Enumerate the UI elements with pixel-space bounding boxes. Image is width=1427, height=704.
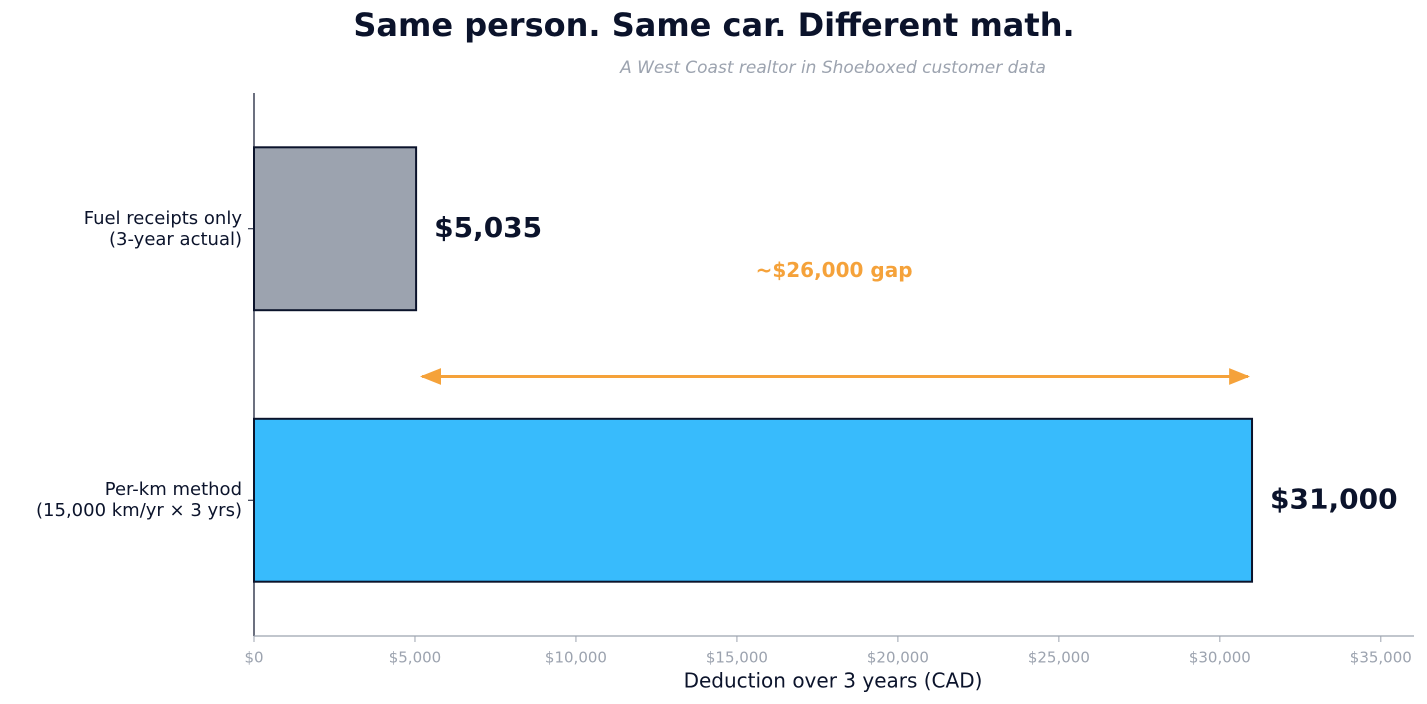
- x-tick-label: $15,000: [706, 649, 768, 667]
- chart-title: Same person. Same car. Different math.: [353, 6, 1074, 44]
- bar: [253, 417, 1254, 583]
- x-tick-label: $30,000: [1189, 649, 1251, 667]
- y-tick-label: Per-km method (15,000 km/yr × 3 yrs): [36, 479, 242, 522]
- x-tick-label: $20,000: [867, 649, 929, 667]
- x-tick-label: $35,000: [1350, 649, 1412, 667]
- x-tick-label: $0: [244, 649, 263, 667]
- chart-subtitle: A West Coast realtor in Shoeboxed custom…: [619, 58, 1046, 78]
- gap-annotation: ~$26,000 gap: [756, 258, 913, 282]
- x-tick-label: $5,000: [389, 649, 442, 667]
- y-tick-label: Fuel receipts only (3-year actual): [83, 207, 242, 250]
- x-tick-label: $10,000: [545, 649, 607, 667]
- bar: [253, 146, 418, 312]
- value-label: $31,000: [1270, 482, 1398, 515]
- x-tick-label: $25,000: [1028, 649, 1090, 667]
- x-axis-label: Deduction over 3 years (CAD): [684, 669, 983, 693]
- value-label: $5,035: [434, 211, 542, 244]
